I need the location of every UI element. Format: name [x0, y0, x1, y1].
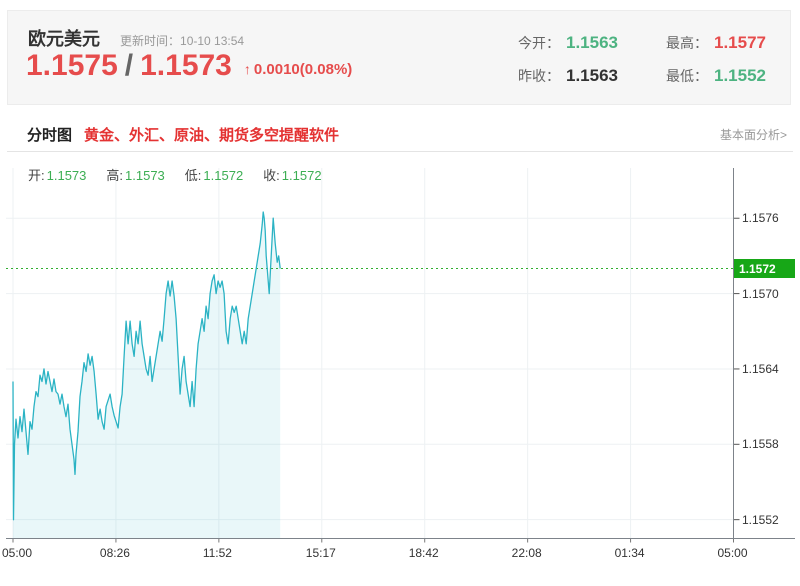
y-axis-label: 1.1570 — [742, 286, 779, 301]
section-row: 分时图 黄金、外汇、原油、期货多空提醒软件 基本面分析> — [7, 117, 793, 152]
x-axis-label: 18:42 — [408, 546, 439, 560]
price-row: 1.1575 / 1.1573 ↑ 0.0010(0.08%) — [26, 51, 352, 81]
stat-today-open: 今开： 1.1563 — [508, 33, 628, 53]
update-time: 更新时间：10-10 13:54 — [120, 32, 244, 49]
up-arrow-icon: ↑ — [243, 61, 251, 77]
promo-link[interactable]: 黄金、外汇、原油、期货多空提醒软件 — [84, 126, 340, 144]
x-axis-label: 05:00 — [2, 546, 33, 560]
update-time-label: 更新时间： — [120, 34, 181, 48]
bid-price: 1.1575 — [26, 49, 118, 82]
price-change: ↑ 0.0010(0.08%) — [244, 61, 352, 81]
stat-value: 1.1552 — [714, 66, 766, 85]
ohlc-row: 开: 1.1573 高: 1.1573 低: 1.1572 收: 1.1572 — [28, 165, 342, 184]
x-axis-label: 05:00 — [717, 546, 748, 560]
ohlc-low: 低: 1.1572 — [184, 168, 244, 183]
price-chart: 开: 1.1573 高: 1.1573 低: 1.1572 收: 1.1572 1.15… — [0, 155, 800, 586]
ohlc-high: 高: 1.1573 — [106, 168, 165, 183]
current-price-tag: 1.1572 — [734, 259, 795, 278]
x-axis-label: 15:17 — [305, 546, 336, 560]
stat-label: 今开： — [518, 35, 560, 51]
ask-price: 1.1573 — [140, 49, 232, 82]
update-time-value: 10-10 13:54 — [180, 34, 245, 48]
stat-value: 1.1563 — [566, 66, 618, 85]
x-axis-label: 01:34 — [614, 546, 645, 560]
stat-value: 1.1577 — [714, 33, 766, 52]
quote-stats: 今开： 1.1563 最高： 1.1577 昨收： 1.1563 最低： 1.1… — [508, 33, 776, 86]
fundamental-analysis-link[interactable]: 基本面分析> — [719, 127, 787, 142]
chart-canvas — [6, 168, 795, 543]
x-axis-label: 22:08 — [511, 546, 542, 560]
stat-value: 1.1563 — [566, 33, 618, 52]
ohlc-close: 收: 1.1572 — [263, 168, 322, 183]
symbol-row: 欧元美元 更新时间：10-10 13:54 — [28, 25, 244, 51]
price-separator: / — [124, 49, 134, 82]
stat-label: 最高： — [666, 35, 708, 51]
y-axis-label: 1.1564 — [742, 361, 779, 376]
x-axis-label: 08:26 — [99, 546, 130, 560]
x-axis-label: 11:52 — [202, 546, 232, 560]
change-value: 0.0010(0.08%) — [253, 61, 353, 78]
price-area-fill — [13, 212, 281, 539]
symbol-name: 欧元美元 — [28, 29, 100, 49]
quote-header: 欧元美元 更新时间：10-10 13:54 1.1575 / 1.1573 ↑ 0… — [7, 10, 791, 105]
price-series-line — [12, 211, 281, 521]
stat-label: 昨收： — [518, 68, 560, 84]
y-axis-label: 1.1558 — [742, 437, 779, 452]
y-axis-label: 1.1576 — [742, 211, 779, 226]
stat-prev-close: 昨收： 1.1563 — [508, 66, 628, 86]
ohlc-open: 开: 1.1573 — [28, 168, 87, 183]
y-axis-label: 1.1552 — [742, 512, 779, 527]
stat-high: 最高： 1.1577 — [656, 33, 776, 53]
stat-label: 最低： — [666, 68, 708, 84]
stat-low: 最低： 1.1552 — [656, 66, 776, 86]
tab-timeline-chart[interactable]: 分时图 — [27, 126, 73, 144]
